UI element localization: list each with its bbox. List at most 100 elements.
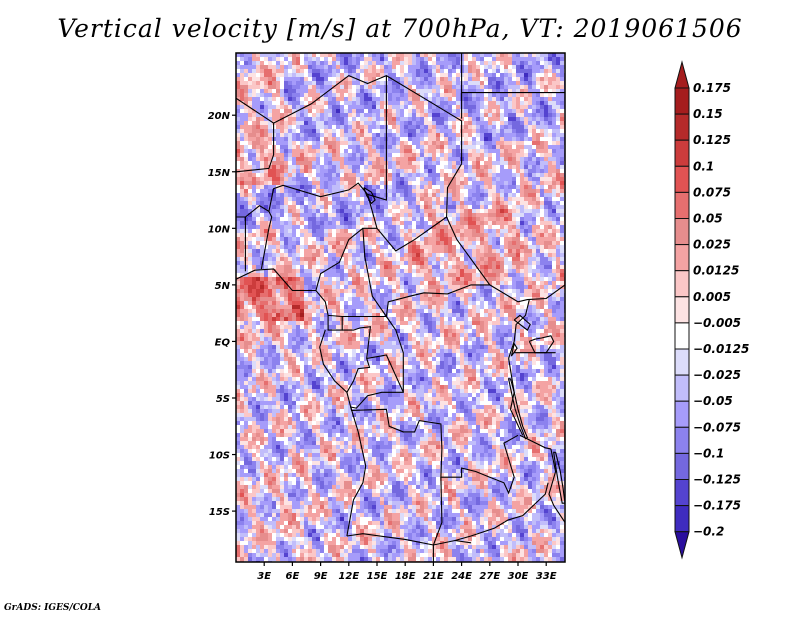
field-cell bbox=[548, 177, 552, 181]
field-cell bbox=[356, 221, 360, 225]
field-cell bbox=[464, 169, 468, 173]
field-cell bbox=[544, 161, 548, 165]
field-cell bbox=[532, 149, 536, 153]
field-cell bbox=[376, 273, 380, 277]
field-cell bbox=[520, 249, 524, 253]
field-cell bbox=[316, 245, 320, 249]
field-cell bbox=[256, 229, 260, 233]
field-cell bbox=[268, 209, 272, 213]
field-cell bbox=[352, 269, 356, 273]
field-cell bbox=[236, 117, 240, 121]
field-cell bbox=[288, 65, 292, 69]
field-cell bbox=[480, 153, 484, 157]
field-cell bbox=[312, 69, 316, 73]
field-cell bbox=[448, 129, 452, 133]
field-cell bbox=[240, 201, 244, 205]
field-cell bbox=[516, 201, 520, 205]
field-cell bbox=[456, 89, 460, 93]
field-cell bbox=[432, 157, 436, 161]
field-cell bbox=[308, 101, 312, 105]
field-cell bbox=[476, 285, 480, 289]
field-cell bbox=[556, 105, 560, 109]
field-cell bbox=[500, 189, 504, 193]
field-cell bbox=[484, 201, 488, 205]
field-cell bbox=[524, 169, 528, 173]
field-cell bbox=[288, 233, 292, 237]
field-cell bbox=[416, 169, 420, 173]
field-cell bbox=[440, 193, 444, 197]
field-cell bbox=[376, 149, 380, 153]
field-cell bbox=[276, 129, 280, 133]
field-cell bbox=[432, 121, 436, 125]
field-cell bbox=[532, 277, 536, 281]
field-cell bbox=[464, 201, 468, 205]
field-cell bbox=[328, 205, 332, 209]
field-cell bbox=[544, 65, 548, 69]
field-cell bbox=[492, 97, 496, 101]
field-cell bbox=[296, 213, 300, 217]
field-cell bbox=[440, 205, 444, 209]
field-cell bbox=[368, 169, 372, 173]
field-cell bbox=[368, 185, 372, 189]
field-cell bbox=[352, 165, 356, 169]
field-cell bbox=[464, 69, 468, 73]
field-cell bbox=[484, 73, 488, 77]
field-cell bbox=[352, 277, 356, 281]
field-cell bbox=[280, 97, 284, 101]
field-cell bbox=[484, 53, 488, 57]
field-cell bbox=[424, 73, 428, 77]
field-cell bbox=[472, 129, 476, 133]
field-cell bbox=[560, 93, 564, 97]
field-cell bbox=[372, 285, 376, 289]
field-cell bbox=[404, 101, 408, 105]
field-cell bbox=[400, 169, 404, 173]
field-cell bbox=[304, 189, 308, 193]
field-cell bbox=[460, 209, 464, 213]
field-cell bbox=[348, 133, 352, 137]
field-cell bbox=[476, 189, 480, 193]
field-cell bbox=[516, 289, 520, 293]
field-cell bbox=[516, 281, 520, 285]
field-cell bbox=[328, 137, 332, 141]
field-cell bbox=[396, 85, 400, 89]
field-cell bbox=[272, 165, 276, 169]
field-cell bbox=[556, 173, 560, 177]
field-cell bbox=[508, 225, 512, 229]
field-cell bbox=[268, 53, 272, 57]
field-cell bbox=[460, 229, 464, 233]
field-cell bbox=[528, 181, 532, 185]
field-cell bbox=[516, 73, 520, 77]
field-cell bbox=[240, 141, 244, 145]
field-cell bbox=[272, 53, 276, 57]
field-cell bbox=[252, 53, 256, 57]
field-cell bbox=[328, 277, 332, 281]
field-cell bbox=[244, 245, 248, 249]
field-cell bbox=[360, 249, 364, 253]
field-cell bbox=[292, 121, 296, 125]
field-cell bbox=[380, 125, 384, 129]
field-cell bbox=[384, 249, 388, 253]
field-cell bbox=[432, 189, 436, 193]
field-cell bbox=[444, 125, 448, 129]
field-cell bbox=[360, 97, 364, 101]
field-cell bbox=[452, 189, 456, 193]
field-cell bbox=[520, 229, 524, 233]
field-cell bbox=[520, 197, 524, 201]
field-cell bbox=[492, 169, 496, 173]
field-cell bbox=[380, 241, 384, 245]
field-cell bbox=[544, 137, 548, 141]
field-cell bbox=[524, 113, 528, 117]
field-cell bbox=[544, 217, 548, 221]
field-cell bbox=[556, 97, 560, 101]
field-cell bbox=[284, 261, 288, 265]
field-cell bbox=[432, 129, 436, 133]
field-cell bbox=[312, 61, 316, 65]
field-cell bbox=[356, 205, 360, 209]
field-cell bbox=[528, 261, 532, 265]
field-cell bbox=[452, 173, 456, 177]
field-cell bbox=[336, 89, 340, 93]
field-cell bbox=[484, 285, 488, 289]
field-cell bbox=[376, 153, 380, 157]
field-cell bbox=[464, 281, 468, 285]
field-cell bbox=[468, 217, 472, 221]
